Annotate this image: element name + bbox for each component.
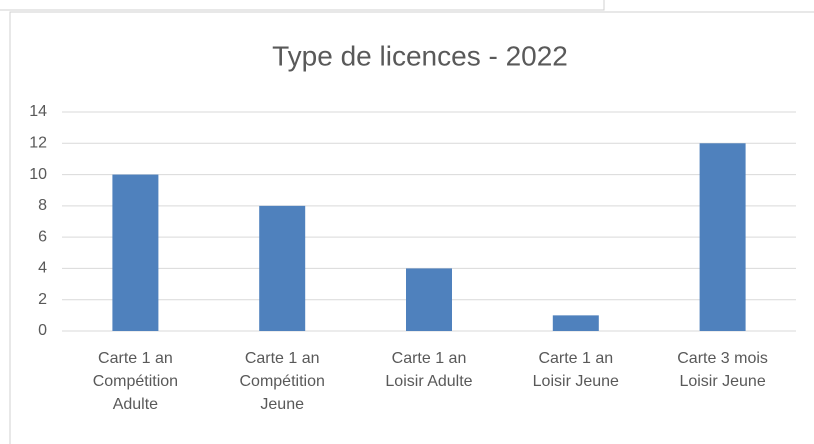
y-tick-label: 6 xyxy=(38,228,47,245)
y-tick-label: 4 xyxy=(38,260,47,277)
x-tick-label-line: Loisir Adulte xyxy=(385,373,472,390)
x-tick-label-line: Carte 1 an xyxy=(245,350,320,367)
x-tick-label-line: Loisir Jeune xyxy=(679,373,765,390)
x-tick-label-line: Carte 1 an xyxy=(98,350,173,367)
outer-frame xyxy=(0,0,605,11)
x-tick-label: Carte 1 an Compétition Jeune xyxy=(240,350,325,413)
y-tick-label: 14 xyxy=(29,103,47,120)
x-tick-label-line: Compétition xyxy=(240,373,325,390)
bar xyxy=(552,315,599,331)
y-tick-label: 0 xyxy=(38,322,47,339)
y-tick-label: 2 xyxy=(38,291,47,308)
x-tick-label-line: Carte 1 an xyxy=(538,350,613,367)
x-tick-label: Carte 1 an Loisir Jeune xyxy=(533,350,619,390)
x-tick-label-line: Loisir Jeune xyxy=(533,373,619,390)
bar xyxy=(406,268,452,331)
x-tick-label-line: Adulte xyxy=(113,396,158,413)
bar xyxy=(112,174,159,331)
x-tick-label: Carte 1 an Compétition Adulte xyxy=(93,350,178,413)
x-tick-label-line: Carte 3 mois xyxy=(677,350,768,367)
y-tick-label: 12 xyxy=(29,135,47,152)
chart-frame xyxy=(9,11,814,444)
chart-title: Type de licences - 2022 xyxy=(272,40,568,71)
x-tick-label-line: Carte 1 an xyxy=(392,350,467,367)
y-tick-label: 8 xyxy=(38,197,47,214)
y-tick-label: 10 xyxy=(29,166,47,183)
bar xyxy=(259,205,306,331)
x-tick-label: Carte 1 an Loisir Adulte xyxy=(385,350,472,390)
bar xyxy=(699,143,746,331)
x-tick-label-line: Compétition xyxy=(93,373,178,390)
x-tick-label-line: Jeune xyxy=(260,396,304,413)
x-tick-label: Carte 3 mois Loisir Jeune xyxy=(677,350,768,390)
